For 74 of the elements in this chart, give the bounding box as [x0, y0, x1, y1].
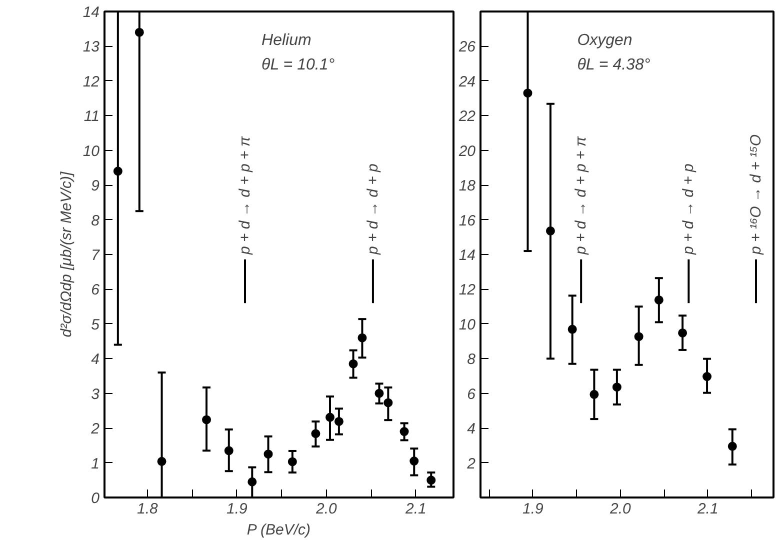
y-tick-label: 22	[458, 108, 476, 126]
y-tick-label: 6	[91, 282, 100, 299]
y-tick-label: 8	[467, 351, 476, 368]
x-axis-title: P (BeV/c)	[246, 522, 311, 538]
point	[400, 427, 409, 436]
ref-line-label: p + d → d + p + π	[236, 136, 254, 256]
point	[288, 457, 297, 466]
point	[311, 429, 320, 438]
x-tick-label: 2.0	[609, 500, 632, 518]
ref-line-label: p + ¹⁶O → d + ¹⁵O	[748, 134, 765, 256]
y-tick-label: 2	[90, 420, 100, 438]
point	[523, 88, 532, 98]
x-tick-label: 1.8	[137, 500, 159, 518]
point	[157, 456, 166, 466]
y-tick-label: 4	[467, 420, 476, 438]
x-tick-label: 2.1	[404, 500, 426, 518]
annotation: Oxygen	[577, 32, 632, 50]
point	[654, 295, 664, 304]
y-tick-label: 16	[458, 212, 476, 230]
point	[384, 398, 393, 408]
y-tick-label: 7	[91, 247, 100, 264]
y-tick-label: 12	[82, 73, 100, 90]
point	[334, 416, 344, 426]
y-tick-label: 12	[458, 282, 476, 299]
point	[358, 333, 367, 342]
ref-line-label: p + d → d + p	[364, 164, 382, 256]
y-axis-title: d²σ/dΩdp [μb/(sr MeV/c)]	[58, 170, 75, 338]
y-tick-label: 0	[91, 490, 100, 507]
point	[702, 372, 712, 382]
ref-line-label: p + d → d + p + π	[572, 136, 590, 256]
point	[374, 388, 384, 398]
point	[426, 476, 436, 485]
point	[590, 390, 599, 399]
point	[612, 382, 622, 392]
ref-line-label: p + d → d + p	[680, 164, 698, 256]
y-tick-label: 6	[467, 386, 476, 403]
point	[264, 450, 273, 459]
point	[728, 442, 737, 451]
y-tick-label: 9	[91, 178, 100, 195]
y-tick-label: 10	[82, 142, 100, 160]
point	[678, 328, 688, 338]
y-tick-label: 24	[458, 73, 476, 90]
y-tick-label: 4	[91, 351, 100, 368]
annotation: θL = 10.1°	[262, 56, 336, 74]
point	[224, 446, 234, 456]
annotation: θL = 4.38°	[577, 56, 651, 74]
y-tick-label: 2	[466, 455, 476, 472]
point	[326, 412, 335, 422]
y-tick-label: 1	[91, 455, 100, 472]
x-tick-label: 1.9	[226, 500, 248, 518]
point	[546, 226, 555, 236]
y-tick-label: 20	[458, 142, 476, 160]
y-tick-label: 14	[458, 247, 476, 264]
y-tick-label: 14	[82, 4, 100, 21]
point	[248, 477, 257, 486]
y-tick-label: 13	[82, 38, 100, 56]
point	[202, 415, 212, 424]
point	[568, 324, 577, 334]
y-tick-label: 11	[84, 108, 100, 126]
point	[348, 359, 358, 368]
y-tick-label: 3	[91, 386, 100, 403]
y-tick-label: 5	[91, 316, 100, 334]
y-tick-label: 26	[458, 38, 476, 56]
y-tick-label: 18	[458, 178, 476, 195]
point	[410, 456, 419, 466]
point	[634, 332, 644, 342]
point	[113, 166, 122, 176]
x-tick-label: 2.0	[315, 500, 338, 518]
y-tick-label: 10	[458, 316, 476, 334]
point	[134, 28, 144, 37]
x-tick-label: 1.9	[522, 500, 544, 518]
annotation: Helium	[262, 32, 312, 50]
x-tick-label: 2.1	[696, 500, 718, 518]
y-tick-label: 8	[91, 212, 100, 230]
